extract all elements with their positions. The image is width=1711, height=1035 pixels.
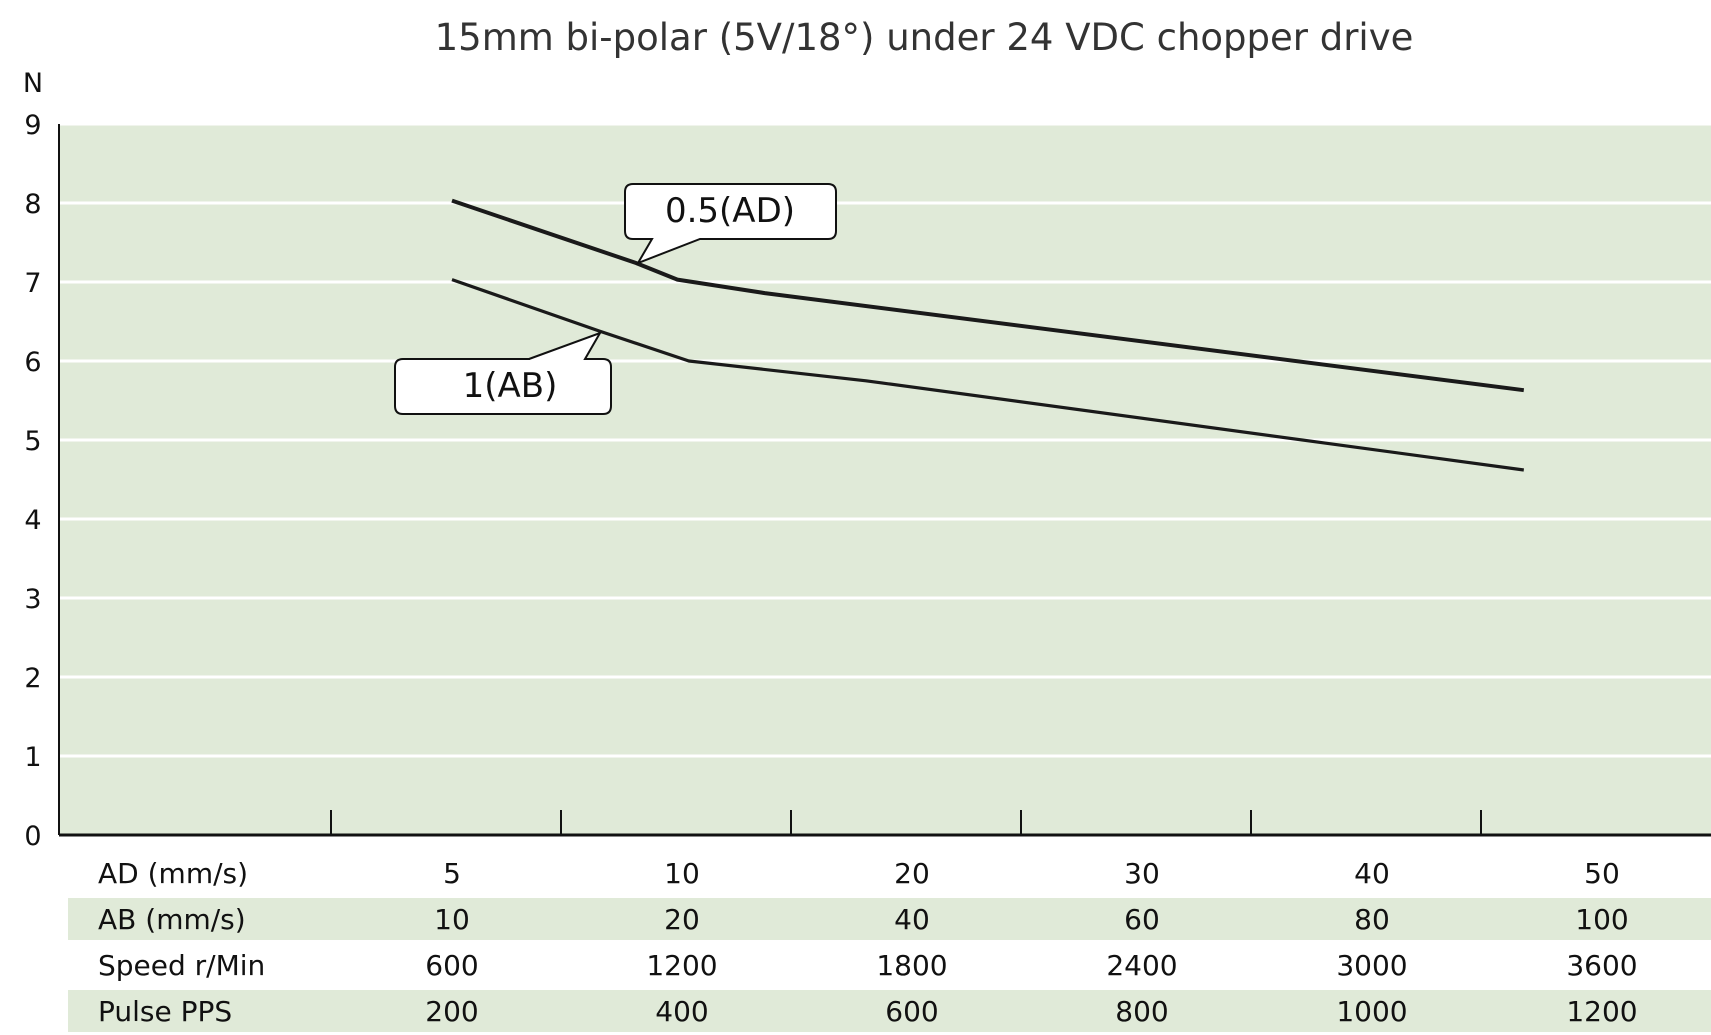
series-line-ab bbox=[451, 278, 1525, 472]
x-table-row-label: Speed r/Min bbox=[98, 949, 265, 982]
x-table-cell: 800 bbox=[1115, 995, 1168, 1028]
callout-ab: 1(AB) bbox=[394, 331, 612, 415]
x-table-cell: 3600 bbox=[1566, 949, 1637, 982]
callout-ad: 0.5(AD) bbox=[624, 183, 837, 265]
x-table-cell: 1200 bbox=[1566, 995, 1637, 1028]
callout-ad-label: 0.5(AD) bbox=[665, 191, 795, 231]
x-table-cell: 40 bbox=[894, 903, 930, 936]
x-table-cell: 1800 bbox=[876, 949, 947, 982]
callout-ab-label: 1(AB) bbox=[463, 366, 558, 406]
plot-area bbox=[59, 124, 1711, 835]
row-stripe bbox=[68, 898, 1711, 940]
y-tick-label: 8 bbox=[24, 189, 41, 220]
y-tick-label: 7 bbox=[24, 268, 41, 299]
x-table-cell: 200 bbox=[425, 995, 478, 1028]
x-table-cell: 400 bbox=[655, 995, 708, 1028]
series-line-ad bbox=[451, 198, 1525, 393]
x-table-row: Pulse PPS 200 400 600 800 1000 1200 bbox=[68, 990, 1711, 1032]
x-table-cell: 60 bbox=[1124, 903, 1160, 936]
y-tick-label: 6 bbox=[24, 347, 41, 378]
y-tick-label: 0 bbox=[24, 821, 41, 852]
callout-ad-box bbox=[624, 183, 837, 265]
y-tick-label: 9 bbox=[24, 110, 41, 141]
x-table-cell: 10 bbox=[664, 857, 700, 890]
x-table-cell: 10 bbox=[434, 903, 470, 936]
x-table-row-label: AD (mm/s) bbox=[98, 857, 248, 890]
x-table-row: AB (mm/s) 10 20 40 60 80 100 bbox=[68, 898, 1711, 940]
chart-title: 15mm bi-polar (5V/18°) under 24 VDC chop… bbox=[435, 16, 1414, 59]
x-table-cell: 600 bbox=[885, 995, 938, 1028]
x-table-cell: 20 bbox=[664, 903, 700, 936]
x-table-cell: 1200 bbox=[646, 949, 717, 982]
row-stripe bbox=[68, 990, 1711, 1032]
x-table-cell: 1000 bbox=[1336, 995, 1407, 1028]
x-table-cell: 100 bbox=[1575, 903, 1628, 936]
y-tick-label: 1 bbox=[24, 742, 41, 773]
x-table-cell: 3000 bbox=[1336, 949, 1407, 982]
y-tick-label: 3 bbox=[24, 584, 41, 615]
x-table-cell: 50 bbox=[1584, 857, 1620, 890]
x-table-row-label: AB (mm/s) bbox=[98, 903, 246, 936]
x-table-cell: 5 bbox=[443, 857, 461, 890]
x-table-cell: 2400 bbox=[1106, 949, 1177, 982]
x-table-cell: 80 bbox=[1354, 903, 1390, 936]
y-tick-label: 4 bbox=[24, 505, 41, 536]
x-table-row-label: Pulse PPS bbox=[98, 995, 232, 1028]
y-tick-label: 2 bbox=[24, 663, 41, 694]
x-table-cell: 600 bbox=[425, 949, 478, 982]
x-table-cell: 30 bbox=[1124, 857, 1160, 890]
x-table-row: Speed r/Min 600 1200 1800 2400 3000 3600 bbox=[98, 949, 1638, 982]
x-table-row: AD (mm/s) 5 10 20 30 40 50 bbox=[98, 857, 1620, 890]
x-table-cell: 40 bbox=[1354, 857, 1390, 890]
y-axis-label: N bbox=[23, 68, 43, 99]
x-table-cell: 20 bbox=[894, 857, 930, 890]
y-tick-label: 5 bbox=[24, 426, 41, 457]
callout-ab-box bbox=[394, 331, 612, 415]
